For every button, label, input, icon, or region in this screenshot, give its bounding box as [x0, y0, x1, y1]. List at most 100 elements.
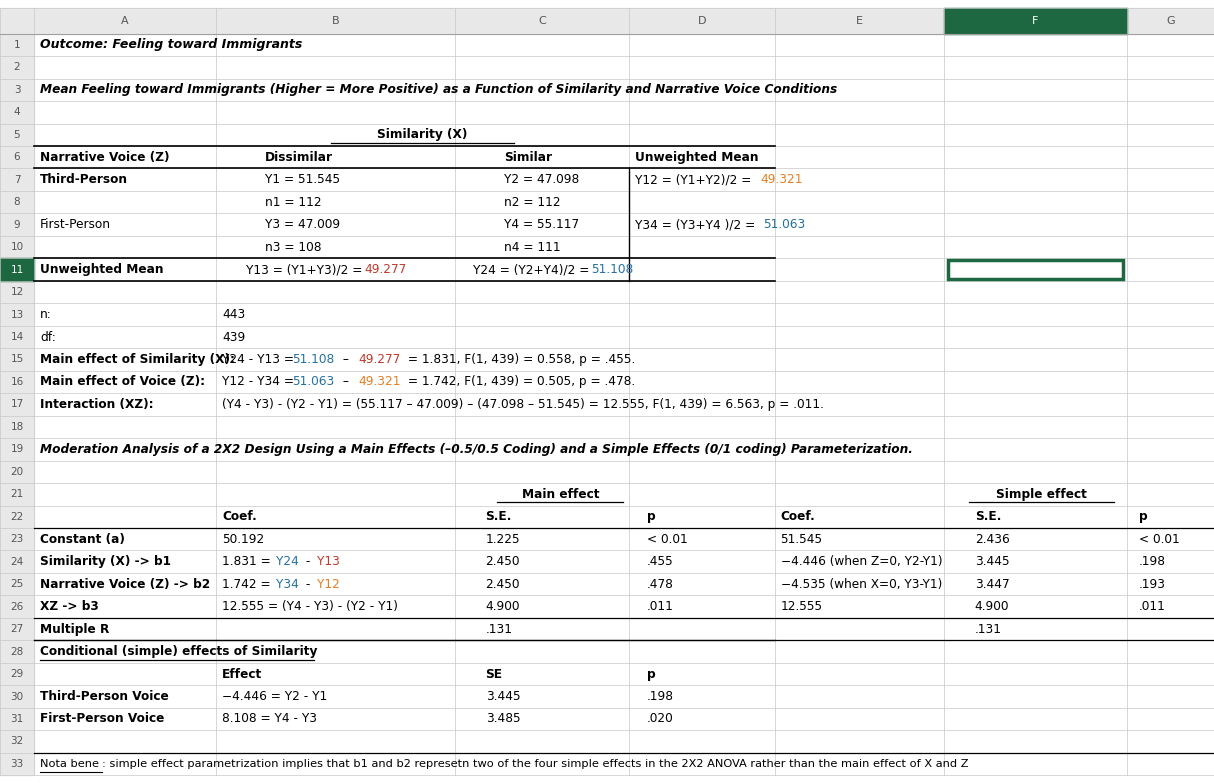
- Text: 14: 14: [11, 332, 23, 342]
- Bar: [948, 260, 1123, 280]
- Text: D: D: [697, 16, 707, 26]
- Text: 2: 2: [13, 63, 21, 72]
- Text: 31: 31: [11, 714, 23, 724]
- Text: Y13: Y13: [317, 555, 340, 568]
- Text: .198: .198: [1139, 555, 1165, 568]
- Text: Third-Person Voice: Third-Person Voice: [40, 690, 169, 703]
- Text: Y24: Y24: [276, 555, 299, 568]
- Text: 13: 13: [11, 309, 23, 319]
- Text: 49.277: 49.277: [358, 353, 401, 366]
- Text: 27: 27: [11, 624, 23, 634]
- Text: 1.225: 1.225: [486, 532, 521, 546]
- Text: < 0.01: < 0.01: [647, 532, 688, 546]
- Text: Y4 = 55.117: Y4 = 55.117: [504, 218, 579, 231]
- Text: df:: df:: [40, 330, 56, 344]
- Text: 17: 17: [11, 399, 23, 410]
- Text: n:: n:: [40, 308, 52, 321]
- Text: 3.447: 3.447: [975, 578, 1010, 590]
- Text: < 0.01: < 0.01: [1139, 532, 1180, 546]
- Text: (Y4 - Y3) - (Y2 - Y1) = (55.117 – 47.009) – (47.098 – 51.545) = 12.555, F(1, 439: (Y4 - Y3) - (Y2 - Y1) = (55.117 – 47.009…: [222, 398, 824, 411]
- Text: Multiple R: Multiple R: [40, 622, 109, 636]
- Text: 29: 29: [11, 669, 23, 679]
- Text: 19: 19: [11, 445, 23, 454]
- Text: 49.321: 49.321: [358, 376, 401, 388]
- Text: 5: 5: [13, 130, 21, 140]
- Text: 26: 26: [11, 601, 23, 612]
- Text: 22: 22: [11, 512, 23, 521]
- Text: p: p: [647, 668, 656, 680]
- Text: 51.063: 51.063: [764, 218, 806, 231]
- Text: 28: 28: [11, 647, 23, 657]
- Text: 50.192: 50.192: [222, 532, 265, 546]
- Text: 2.450: 2.450: [486, 578, 520, 590]
- Text: 2.436: 2.436: [975, 532, 1010, 546]
- Text: 51.545: 51.545: [781, 532, 823, 546]
- Text: -: -: [302, 555, 314, 568]
- Text: p: p: [647, 511, 656, 523]
- Text: 3.445: 3.445: [486, 690, 521, 703]
- Text: -: -: [302, 578, 314, 590]
- Text: 21: 21: [11, 489, 23, 500]
- Text: –: –: [339, 353, 352, 366]
- Text: −4.535 (when X=0, Y3-Y1): −4.535 (when X=0, Y3-Y1): [781, 578, 942, 590]
- Text: 15: 15: [11, 355, 23, 364]
- Text: 11: 11: [11, 265, 23, 275]
- Text: 439: 439: [222, 330, 245, 344]
- Text: Y24 = (Y2+Y4)/2 =: Y24 = (Y2+Y4)/2 =: [473, 263, 594, 276]
- Text: 4: 4: [13, 107, 21, 117]
- Text: 4.900: 4.900: [975, 600, 1009, 613]
- Text: 7: 7: [13, 175, 21, 185]
- Text: Main effect of Voice (Z):: Main effect of Voice (Z):: [40, 376, 205, 388]
- Text: .131: .131: [975, 622, 1002, 636]
- Text: 18: 18: [11, 422, 23, 432]
- Text: 1: 1: [13, 40, 21, 50]
- Text: Y12 - Y34 =: Y12 - Y34 =: [222, 376, 299, 388]
- Text: –: –: [339, 376, 352, 388]
- Text: 49.277: 49.277: [364, 263, 407, 276]
- Text: 49.321: 49.321: [760, 173, 802, 186]
- Text: SE: SE: [486, 668, 503, 680]
- Text: .011: .011: [647, 600, 674, 613]
- Text: .478: .478: [647, 578, 674, 590]
- Text: 33: 33: [11, 759, 23, 769]
- Text: n1 = 112: n1 = 112: [265, 196, 322, 209]
- Text: 24: 24: [11, 557, 23, 567]
- Text: 8: 8: [13, 197, 21, 207]
- Text: Dissimilar: Dissimilar: [265, 151, 333, 164]
- Text: 10: 10: [11, 242, 23, 252]
- Text: n3 = 108: n3 = 108: [265, 240, 322, 254]
- Text: Mean Feeling toward Immigrants (Higher = More Positive) as a Function of Similar: Mean Feeling toward Immigrants (Higher =…: [40, 83, 838, 96]
- Text: Interaction (XZ):: Interaction (XZ):: [40, 398, 154, 411]
- Text: 51.063: 51.063: [293, 376, 335, 388]
- Text: B: B: [331, 16, 340, 26]
- Text: 4.900: 4.900: [486, 600, 520, 613]
- Text: C: C: [538, 16, 546, 26]
- Text: 1.831 =: 1.831 =: [222, 555, 274, 568]
- Text: −4.446 (when Z=0, Y2-Y1): −4.446 (when Z=0, Y2-Y1): [781, 555, 942, 568]
- Text: .131: .131: [486, 622, 512, 636]
- Text: First-Person: First-Person: [40, 218, 110, 231]
- Text: Coef.: Coef.: [222, 511, 257, 523]
- Text: 9: 9: [13, 220, 21, 229]
- Text: First-Person Voice: First-Person Voice: [40, 713, 164, 726]
- Text: 51.108: 51.108: [591, 263, 634, 276]
- Text: 12: 12: [11, 287, 23, 297]
- Text: A: A: [121, 16, 129, 26]
- Text: 32: 32: [11, 737, 23, 746]
- Text: Main effect: Main effect: [522, 488, 599, 501]
- Text: S.E.: S.E.: [975, 511, 1002, 523]
- Text: Y34: Y34: [276, 578, 299, 590]
- Text: = 1.742, F(1, 439) = 0.505, p = .478.: = 1.742, F(1, 439) = 0.505, p = .478.: [404, 376, 635, 388]
- Text: 1.742 =: 1.742 =: [222, 578, 274, 590]
- Text: 443: 443: [222, 308, 245, 321]
- Text: Y2 = 47.098: Y2 = 47.098: [504, 173, 579, 186]
- Text: Y3 = 47.009: Y3 = 47.009: [265, 218, 340, 231]
- Text: Similar: Similar: [504, 151, 552, 164]
- Text: Similarity (X) -> b1: Similarity (X) -> b1: [40, 555, 171, 568]
- Text: .198: .198: [647, 690, 674, 703]
- Text: : simple effect parametrization implies that b1 and b2 represetn two of the four: : simple effect parametrization implies …: [102, 759, 969, 769]
- Text: Third-Person: Third-Person: [40, 173, 127, 186]
- Text: Y12 = (Y1+Y2)/2 =: Y12 = (Y1+Y2)/2 =: [635, 173, 755, 186]
- Text: Constant (a): Constant (a): [40, 532, 125, 546]
- Text: Unweighted Mean: Unweighted Mean: [635, 151, 759, 164]
